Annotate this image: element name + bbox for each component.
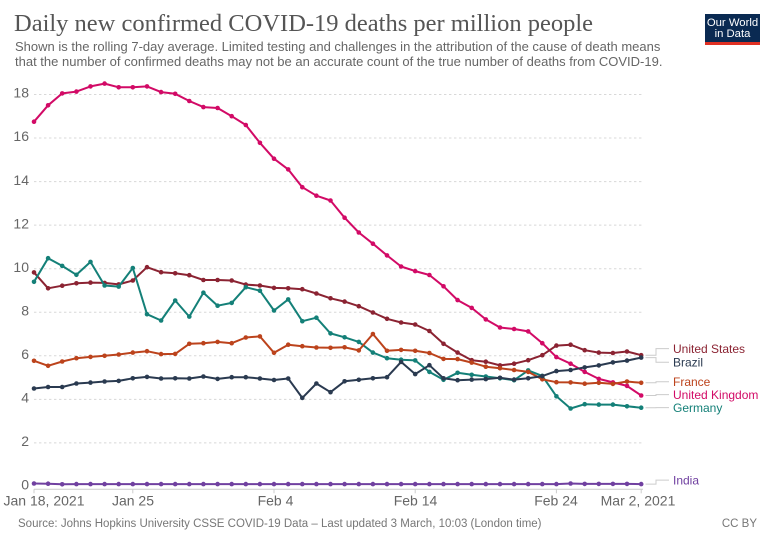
svg-text:4: 4 bbox=[21, 390, 29, 406]
svg-text:Source: Johns Hopkins Universi: Source: Johns Hopkins University CSSE CO… bbox=[18, 518, 542, 530]
svg-text:Mar 2, 2021: Mar 2, 2021 bbox=[601, 493, 676, 509]
svg-text:Jan 18, 2021: Jan 18, 2021 bbox=[4, 493, 85, 509]
svg-text:Shown is the rolling 7-day ave: Shown is the rolling 7-day average. Limi… bbox=[15, 39, 661, 54]
svg-text:United Kingdom: United Kingdom bbox=[673, 388, 758, 402]
svg-text:2: 2 bbox=[21, 433, 29, 449]
svg-text:CC BY: CC BY bbox=[722, 518, 757, 530]
svg-text:Brazil: Brazil bbox=[673, 356, 703, 370]
svg-text:Germany: Germany bbox=[673, 401, 722, 415]
svg-text:12: 12 bbox=[13, 215, 29, 231]
svg-text:Jan 25: Jan 25 bbox=[112, 493, 154, 509]
svg-text:India: India bbox=[673, 474, 699, 488]
svg-text:France: France bbox=[673, 375, 711, 389]
svg-text:8: 8 bbox=[21, 303, 29, 319]
svg-text:Feb 14: Feb 14 bbox=[394, 493, 438, 509]
svg-text:Feb 4: Feb 4 bbox=[258, 493, 294, 509]
svg-text:18: 18 bbox=[13, 85, 29, 101]
svg-text:6: 6 bbox=[21, 346, 29, 362]
svg-text:Feb 24: Feb 24 bbox=[534, 493, 578, 509]
svg-text:0: 0 bbox=[21, 477, 29, 493]
svg-text:Daily new confirmed COVID-19 d: Daily new confirmed COVID-19 deaths per … bbox=[14, 10, 593, 37]
svg-text:10: 10 bbox=[13, 259, 29, 275]
svg-text:that the number of confirmed d: that the number of confirmed deaths may … bbox=[15, 54, 662, 69]
svg-text:16: 16 bbox=[13, 128, 29, 144]
svg-text:United States: United States bbox=[673, 342, 745, 356]
svg-text:14: 14 bbox=[13, 172, 29, 188]
